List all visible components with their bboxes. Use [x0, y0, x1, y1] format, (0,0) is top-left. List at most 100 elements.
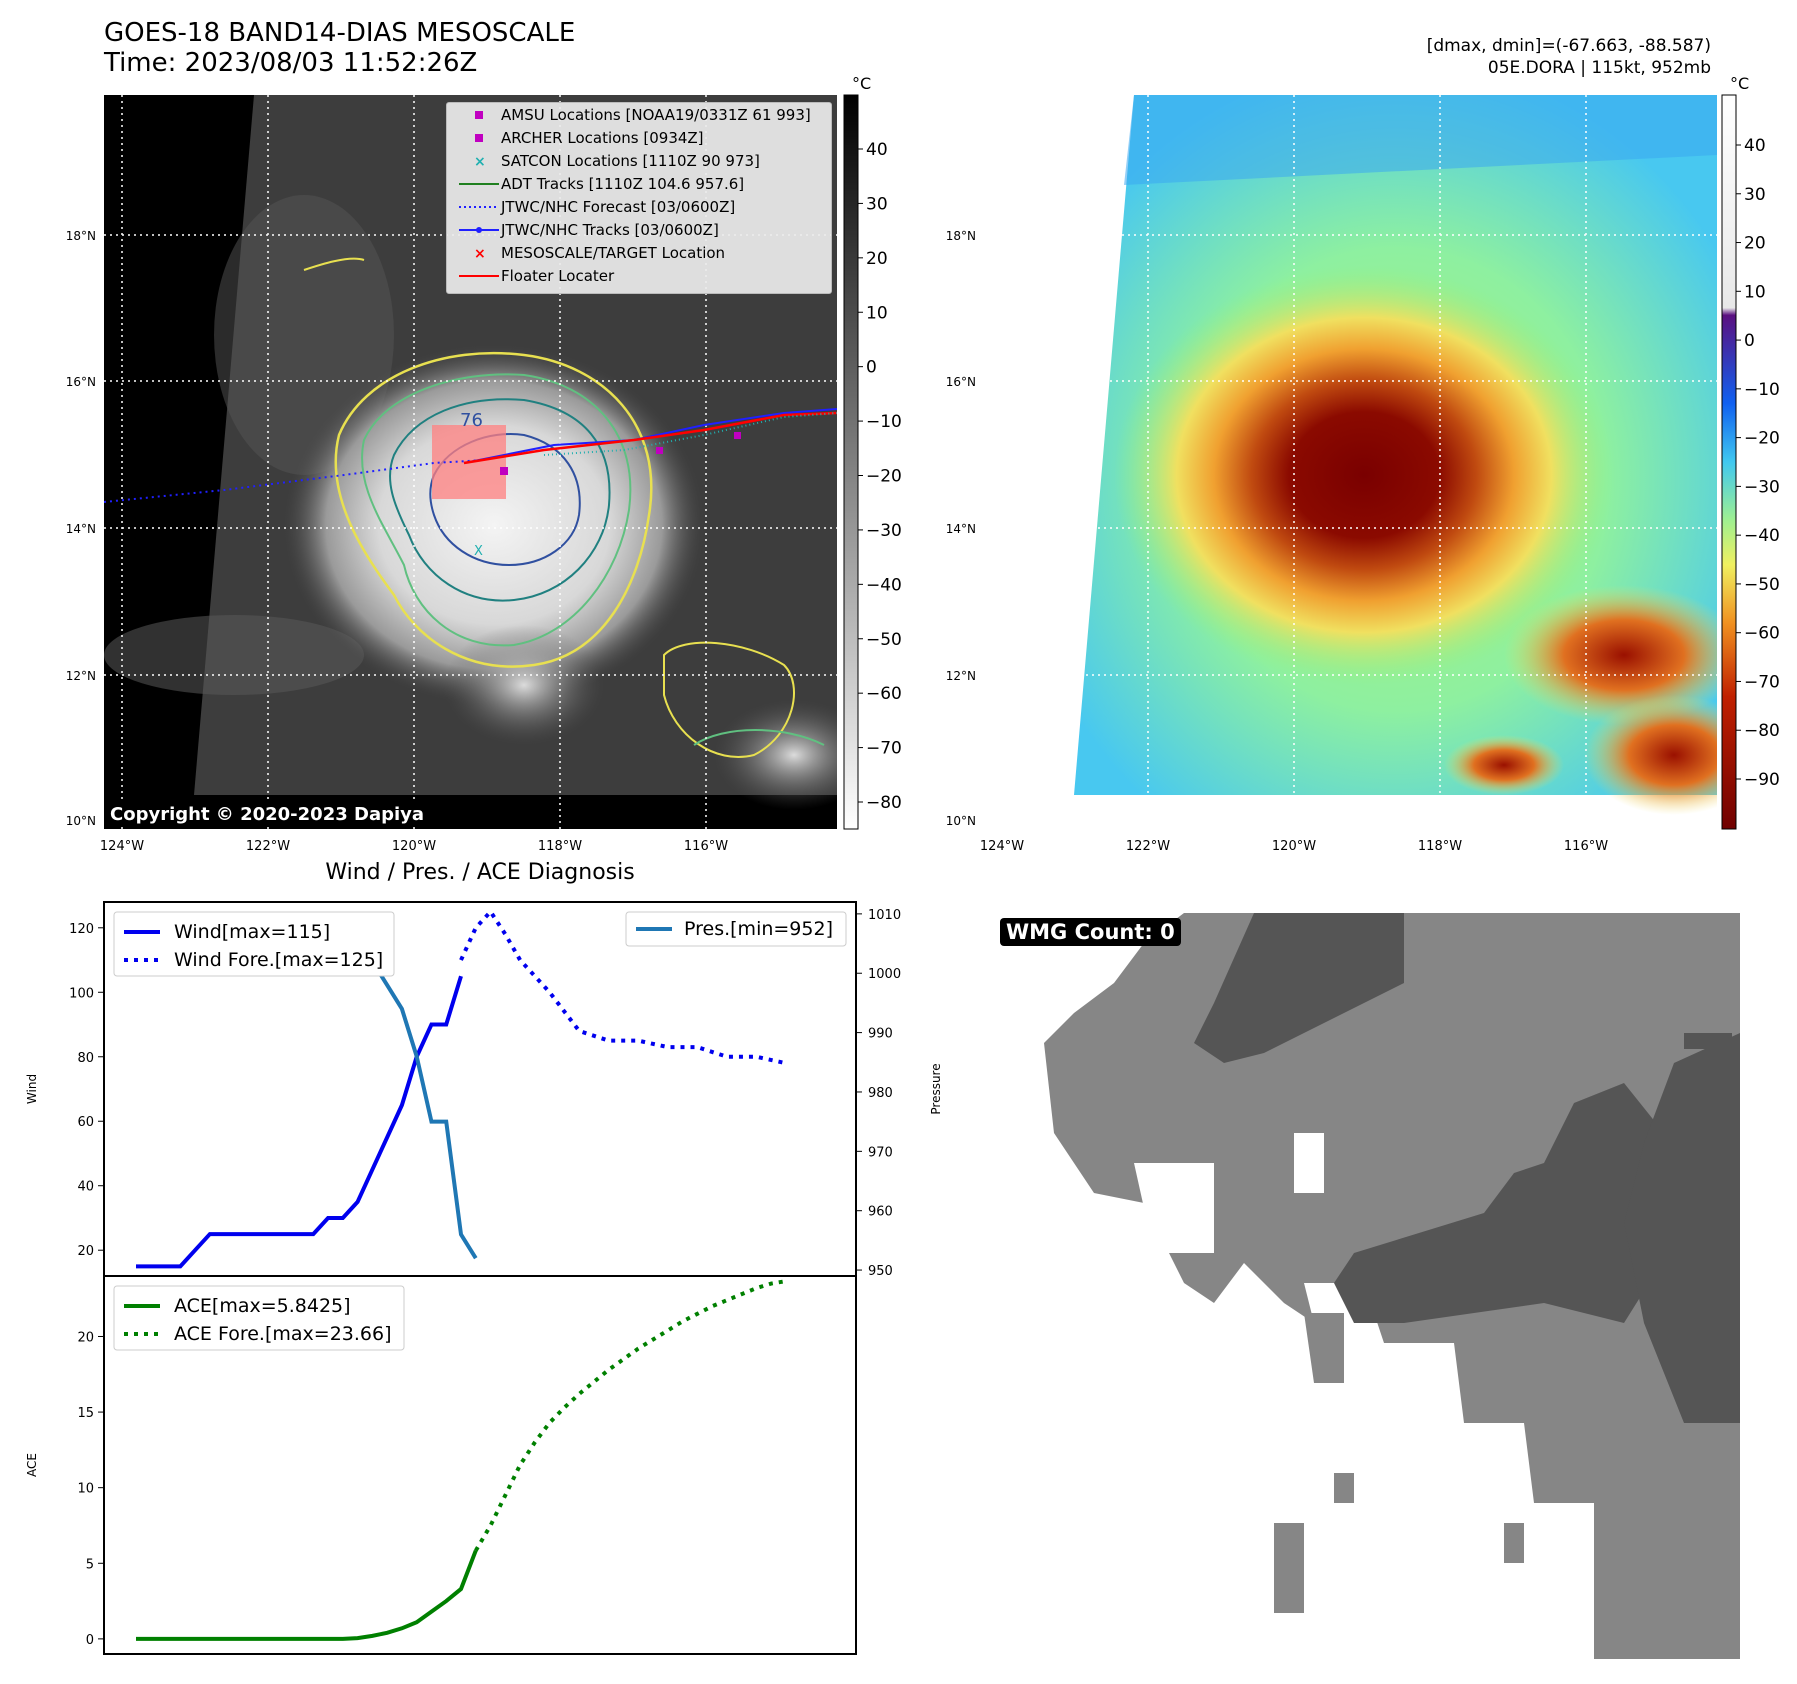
colorbar-tick-label: 20	[866, 249, 888, 269]
lon-tick-label: 124°W	[100, 839, 144, 854]
lon-tick-label: 124°W	[980, 839, 1024, 854]
map-axis-labels: 18°N 16°N 14°N 12°N 10°N 124°W 122°W 120°W 118°W…	[66, 229, 1608, 854]
lon-tick-label: 118°W	[1418, 839, 1462, 854]
lon-tick-label: 116°W	[684, 839, 728, 854]
pres-ytick-label: 1000	[868, 967, 901, 982]
colorbar-tick-label: −70	[866, 739, 902, 759]
colorbar-tick-label: −30	[866, 521, 902, 541]
colorbar-tick-label: −80	[866, 793, 902, 813]
lat-tick-label: 16°N	[66, 375, 96, 389]
lon-tick-label: 116°W	[1564, 839, 1608, 854]
ace-ytick-label: 15	[77, 1406, 94, 1421]
pres-ytick-label: 1010	[868, 908, 901, 923]
ace-legend-label: ACE[max=5.8425]	[174, 1295, 351, 1317]
gray-colorbar-unit: °C	[852, 75, 871, 93]
lon-tick-label: 122°W	[1126, 839, 1170, 854]
wind-ytick-label: 80	[77, 1051, 94, 1066]
colorbar-tick-label: 0	[1744, 331, 1755, 351]
legend-swatch: ×	[474, 246, 486, 261]
pressure-legend: Pres.[min=952]	[625, 911, 847, 947]
colorbar-tick-label: 0	[866, 358, 877, 378]
lat-tick-label: 12°N	[66, 669, 96, 683]
svg-text:X: X	[474, 544, 483, 559]
wmg-map	[984, 903, 1740, 1659]
legend-entry: Floater Locater	[447, 264, 831, 287]
lon-tick-label: 122°W	[246, 839, 290, 854]
ace-series-line	[136, 1549, 478, 1641]
contour-label: 76	[460, 410, 483, 431]
legend-swatch	[475, 110, 483, 119]
lon-tick-label: 120°W	[392, 839, 436, 854]
colorbar-tick-label: −50	[866, 630, 902, 650]
legend-label: ARCHER Locations [0934Z]	[501, 128, 704, 147]
legend-entry: × SATCON Locations [1110Z 90 973]	[447, 149, 831, 172]
legend-label: Floater Locater	[501, 266, 615, 285]
legend-label: JTWC/NHC Forecast [03/0600Z]	[501, 197, 736, 216]
legend-swatch	[459, 274, 499, 277]
lat-tick-label: 10°N	[946, 814, 976, 828]
diagnosis-title: Wind / Pres. / ACE Diagnosis	[325, 860, 635, 885]
legend-marker	[475, 133, 483, 142]
colorbar-tick-label: −40	[866, 575, 902, 595]
wind-ytick-label: 100	[69, 986, 94, 1001]
diagnosis-chart: 2040608010012095096097098099010001010Win…	[25, 901, 943, 1655]
series-line	[459, 908, 787, 1066]
colorbar-tick-label: −90	[1744, 770, 1780, 790]
legend-marker: ×	[474, 154, 486, 169]
series-line	[136, 975, 463, 1269]
pres-ytick-label: 990	[868, 1027, 893, 1042]
lat-tick-label: 14°N	[946, 522, 976, 536]
lat-tick-label: 10°N	[66, 814, 96, 828]
legend-label: MESOSCALE/TARGET Location	[501, 243, 726, 262]
legend-entry: JTWC/NHC Tracks [03/0600Z]	[447, 218, 831, 241]
colorbar-tick-label: 10	[866, 303, 888, 323]
colorbar-tick-label: 30	[1744, 185, 1766, 205]
colorbar-tick-label: −20	[1744, 429, 1780, 449]
colorbar-tick-label: −40	[1744, 526, 1780, 546]
map-legend: AMSU Locations [NOAA19/0331Z 61 993] ARCH…	[446, 102, 832, 294]
wind-legend-label: Wind Fore.[max=125]	[174, 949, 383, 971]
colorbar-tick-label: 40	[1744, 136, 1766, 156]
colorbar-tick-label: −10	[1744, 380, 1780, 400]
copyright-label: Copyright © 2020-2023 Dapiya	[104, 802, 431, 827]
legend-entry: ADT Tracks [1110Z 104.6 957.6]	[447, 172, 831, 195]
colorbar-tick-label: 20	[1744, 234, 1766, 254]
ace-legend-label: ACE Fore.[max=23.66]	[174, 1323, 392, 1345]
pres-ytick-label: 950	[868, 1264, 893, 1279]
wind-legend-label: Wind[max=115]	[174, 921, 330, 943]
pressure-axis-label: Pressure	[929, 1063, 943, 1114]
legend-entry: × MESOSCALE/TARGET Location	[447, 241, 831, 264]
wmg-count-badge: WMG Count: 0	[1000, 918, 1181, 946]
storm-info: 05E.DORA | 115kt, 952mb	[1487, 58, 1711, 78]
pres-ytick-label: 980	[868, 1086, 893, 1101]
legend-marker	[476, 226, 482, 233]
colorbar-tick-label: −70	[1744, 672, 1780, 692]
ace-ytick-label: 10	[77, 1482, 94, 1497]
legend-label: JTWC/NHC Tracks [03/0600Z]	[501, 220, 719, 239]
colorbar-tick-label: −80	[1744, 721, 1780, 741]
lon-tick-label: 120°W	[1272, 839, 1316, 854]
ace-legend: ACE[max=5.8425] ACE Fore.[max=23.66]	[113, 1285, 405, 1351]
colorbar-tick-label: −60	[866, 684, 902, 704]
legend-entry: ARCHER Locations [0934Z]	[447, 126, 831, 149]
ace-ytick-label: 5	[86, 1557, 94, 1572]
lat-tick-label: 18°N	[946, 229, 976, 243]
lat-tick-label: 18°N	[66, 229, 96, 243]
legend-entry: JTWC/NHC Forecast [03/0600Z]	[447, 195, 831, 218]
wind-ytick-label: 60	[77, 1115, 94, 1130]
ace-legend-box	[113, 1285, 405, 1351]
colorbar-tick-label: −30	[1744, 477, 1780, 497]
dmax-dmin-info: [dmax, dmin]=(-67.663, -88.587)	[1426, 36, 1711, 56]
color-colorbar-unit: °C	[1730, 75, 1749, 93]
legend-swatch	[459, 226, 499, 233]
gray-colorbar: °C 40 30 20 10 0 −10 −20 −30 −40 −50 −60 −70 −80	[843, 75, 902, 830]
legend-swatch	[459, 182, 499, 185]
wind-ytick-label: 120	[69, 922, 94, 937]
pressure-legend-label: Pres.[min=952]	[684, 918, 833, 940]
wind-axis-label: Wind	[25, 1074, 39, 1104]
legend-label: SATCON Locations [1110Z 90 973]	[501, 151, 760, 170]
colorbar-tick-label: −10	[866, 412, 902, 432]
figure-title: GOES-18 BAND14-DIAS MESOSCALE	[104, 18, 576, 48]
wind-legend-box	[113, 911, 395, 977]
lat-tick-label: 14°N	[66, 522, 96, 536]
